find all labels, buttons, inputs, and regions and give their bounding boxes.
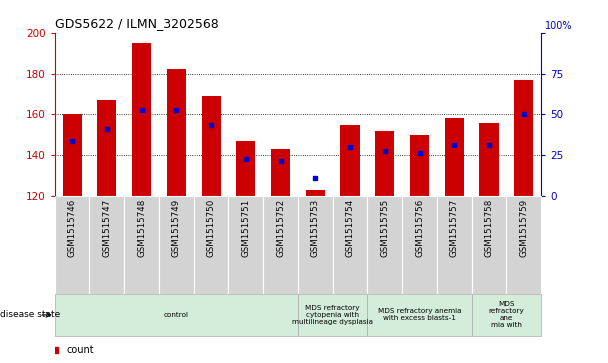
Bar (201, 96, 221, 196)
Text: GSM1515753: GSM1515753 (311, 199, 320, 257)
Text: GSM1515756: GSM1515756 (415, 199, 424, 257)
Text: GSM1515754: GSM1515754 (345, 199, 354, 257)
Text: GDS5622 / ILMN_3202568: GDS5622 / ILMN_3202568 (55, 17, 218, 30)
Text: MDS refractory
cytopenia with
multilineage dysplasia: MDS refractory cytopenia with multilinea… (292, 305, 373, 325)
Bar (63, 114, 81, 196)
Text: disease state: disease state (0, 310, 60, 319)
Bar (402, 196, 437, 294)
Text: GSM1515757: GSM1515757 (450, 199, 459, 257)
Bar (410, 135, 429, 196)
Bar (124, 196, 159, 294)
Bar (298, 294, 367, 336)
Bar (167, 69, 186, 196)
Bar (514, 79, 533, 196)
Bar (97, 100, 116, 196)
Text: GSM1515746: GSM1515746 (67, 199, 77, 257)
Bar (263, 196, 298, 294)
Bar (229, 196, 263, 294)
Text: count: count (66, 345, 94, 355)
Bar (132, 43, 151, 196)
Bar (89, 196, 124, 294)
Bar (375, 131, 395, 196)
Text: GSM1515758: GSM1515758 (485, 199, 494, 257)
Text: MDS refractory anemia
with excess blasts-1: MDS refractory anemia with excess blasts… (378, 309, 461, 321)
Text: GSM1515748: GSM1515748 (137, 199, 146, 257)
Bar (306, 190, 325, 196)
Bar (472, 294, 541, 336)
Text: GSM1515747: GSM1515747 (102, 199, 111, 257)
Bar (55, 196, 89, 294)
Text: GSM1515751: GSM1515751 (241, 199, 250, 257)
Bar (333, 196, 367, 294)
Text: GSM1515752: GSM1515752 (276, 199, 285, 257)
Bar (159, 196, 194, 294)
Bar (340, 125, 359, 196)
Text: 100%: 100% (545, 21, 573, 31)
Text: GSM1515750: GSM1515750 (207, 199, 216, 257)
Text: MDS
refractory
ane
mia with: MDS refractory ane mia with (488, 301, 524, 329)
Text: control: control (164, 312, 189, 318)
Text: GSM1515759: GSM1515759 (519, 199, 528, 257)
Bar (437, 196, 472, 294)
Bar (472, 196, 506, 294)
Bar (444, 118, 464, 196)
Text: GSM1515755: GSM1515755 (380, 199, 389, 257)
Bar (55, 294, 298, 336)
Bar (480, 122, 499, 196)
Bar (298, 196, 333, 294)
Bar (271, 149, 290, 196)
Bar (506, 196, 541, 294)
Bar (194, 196, 229, 294)
Bar (367, 294, 472, 336)
Bar (237, 141, 255, 196)
Bar (367, 196, 402, 294)
Text: GSM1515749: GSM1515749 (172, 199, 181, 257)
